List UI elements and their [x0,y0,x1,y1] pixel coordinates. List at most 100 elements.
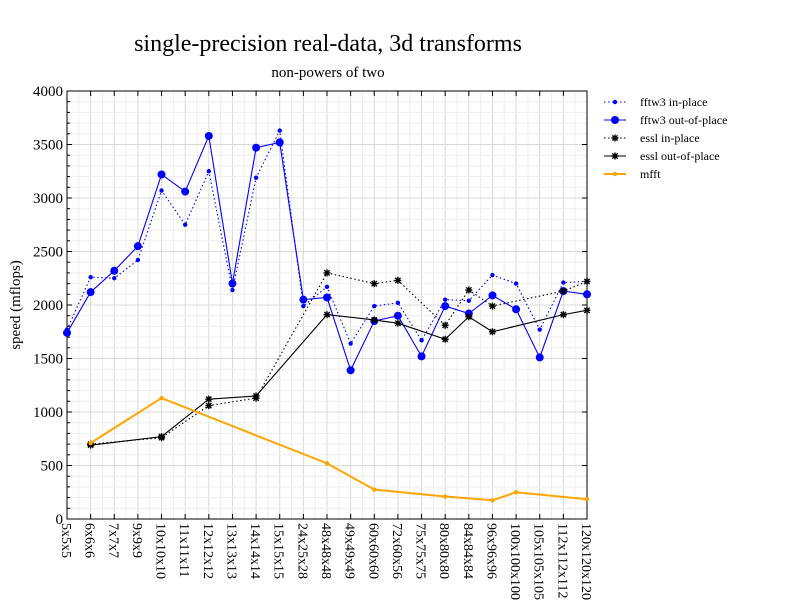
data-point [181,187,190,196]
data-point [419,338,424,343]
data-point [394,276,402,284]
y-tick-label: 3500 [33,138,63,154]
data-point [324,284,330,290]
data-point [513,490,519,495]
series-line [90,272,588,445]
x-tick-label: 7x7x7 [105,523,120,558]
data-point [112,276,117,281]
legend-marker [612,99,618,105]
series-line [90,309,588,446]
data-point [204,131,213,140]
data-point [159,395,164,401]
data-point [559,287,567,295]
x-tick-label: 49x49x49 [342,523,357,579]
y-tick-label: 0 [56,512,64,528]
data-point [535,353,544,362]
data-point [441,321,449,329]
data-point [323,311,331,319]
data-point [346,366,355,375]
y-tick-label: 2500 [33,245,63,261]
data-point [395,300,401,306]
x-tick-label: 84x84x84 [460,523,475,579]
x-tick-label: 48x48x48 [318,523,333,579]
data-point [559,311,567,319]
data-point [441,302,450,311]
data-point [513,281,519,286]
data-point [230,287,235,293]
x-tick-label: 120x120x120 [578,523,593,600]
x-tick-label: 14x14x14 [247,523,262,579]
data-point [370,316,378,324]
data-point [465,313,473,321]
series-line [90,396,588,502]
x-tick-label: 112x112x112 [554,523,569,598]
x-tick-label: 100x100x100 [507,523,522,600]
series-fftw3-in-place [64,128,590,346]
legend-item: essl in-place [604,131,700,145]
x-tick-label: 6x6x6 [82,523,97,558]
data-point [301,303,306,309]
data-point [442,494,448,499]
legend-item: fftw3 out-of-place [604,113,727,127]
series-mfft [88,395,590,503]
data-point [133,242,142,251]
x-tick-label: 5x5x5 [58,523,73,558]
data-point [466,298,472,303]
data-point [537,327,542,332]
legend-marker [611,134,619,142]
legend-item: fftw3 in-place [604,95,707,109]
data-point [323,293,331,302]
data-point [252,392,260,400]
y-tick-label: 3000 [33,191,63,207]
data-point [488,302,496,310]
x-tick-label: 24x25x28 [294,523,309,579]
y-tick-label: 2000 [33,298,63,314]
data-point [488,291,497,300]
data-point [490,498,495,503]
data-point [86,288,95,297]
legend-marker [611,152,619,160]
data-point [135,257,141,263]
data-point [583,290,591,299]
data-point [370,280,378,288]
data-point [512,305,521,314]
data-point [561,280,566,285]
legend-item: essl out-of-place [604,149,720,163]
data-point [63,328,71,337]
legend-label: fftw3 in-place [640,95,707,109]
data-point [393,311,402,320]
data-point [253,175,259,180]
data-point [583,306,591,314]
data-point [228,279,237,288]
data-point [324,461,330,466]
x-tick-label: 11x11x11 [176,523,191,577]
x-tick-label: 72x60x56 [389,523,404,579]
data-point [372,303,377,309]
data-point [490,272,495,278]
data-point [88,440,93,446]
y-tick-label: 500 [41,459,64,475]
data-point [441,335,449,343]
legend-label: essl in-place [640,131,700,145]
legend-marker [611,116,619,124]
data-point [372,487,377,492]
data-point [182,222,188,227]
x-tick-label: 80x80x80 [436,523,451,579]
data-point [205,402,213,410]
data-point [488,328,496,336]
legend-label: mfft [640,167,661,181]
y-tick-label: 1500 [33,352,63,368]
legend-label: essl out-of-place [640,149,720,163]
y-tick-label: 1000 [33,405,63,421]
data-point [252,143,261,152]
legend-marker [612,171,618,177]
data-point [348,341,353,346]
x-tick-label: 10x10x10 [153,523,168,579]
data-point [277,128,282,133]
x-tick-label: 75x75x75 [413,523,428,579]
x-tick-label: 9x9x9 [129,523,144,558]
data-point [158,433,166,441]
data-point [88,274,93,280]
legend: fftw3 in-place fftw3 out-of-place essl in-… [604,95,727,181]
